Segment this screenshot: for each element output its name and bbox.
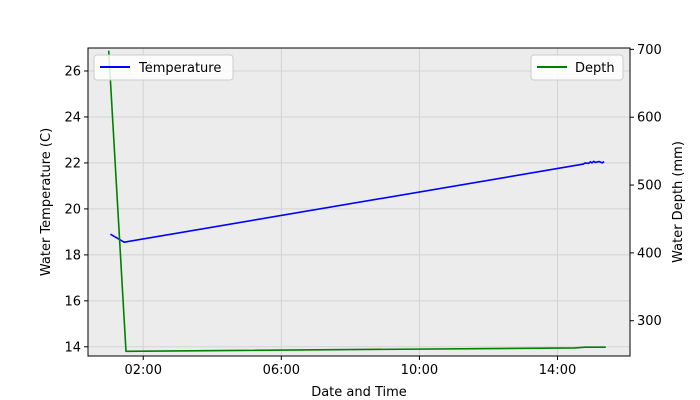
- y-left-tick-label-0: 14: [64, 340, 81, 355]
- legend-depth-box: [530, 54, 624, 81]
- series-layer: [107, 50, 606, 353]
- y-right-tick-label-3: 600: [637, 111, 662, 126]
- y-left-tick-label-4: 22: [64, 156, 81, 171]
- legend-depth-label: Depth: [575, 61, 615, 76]
- legend-temperature-box: [93, 54, 234, 81]
- legend-temperature-label: Temperature: [138, 61, 221, 76]
- y-right-tick-label-1: 400: [637, 246, 662, 261]
- y-axis-right-label: Water Depth (mm): [671, 141, 686, 263]
- y-left-tick-label-2: 18: [64, 248, 81, 263]
- y-right-tick-label-0: 300: [637, 314, 662, 329]
- x-tick-label-3: 14:00: [539, 363, 576, 378]
- y-right-tick-label-4: 700: [637, 43, 662, 58]
- y-left-tick-label-6: 26: [64, 64, 81, 79]
- y-axis-left: 14 16 18 20 22 24 26: [64, 64, 88, 355]
- plot-frame: [87, 47, 631, 357]
- x-axis-label: Date and Time: [311, 385, 407, 400]
- series-line-temperature: [109, 160, 605, 243]
- x-axis: 02:00 06:00 10:00 14:00: [125, 356, 576, 378]
- y-left-tick-label-1: 16: [64, 294, 81, 309]
- x-tick-label-1: 06:00: [263, 363, 300, 378]
- x-tick-label-2: 10:00: [401, 363, 438, 378]
- legend-temperature: Temperature: [93, 54, 234, 81]
- y-axis-left-label: Water Temperature (C): [39, 128, 54, 276]
- y-left-tick-label-3: 20: [64, 202, 81, 217]
- y-left-tick-label-5: 24: [64, 110, 81, 125]
- y-right-tick-label-2: 500: [637, 179, 662, 194]
- y-axis-right: 300 400 500 600 700: [630, 43, 662, 329]
- legend-depth: Depth: [530, 54, 624, 81]
- series-line-depth: [107, 50, 606, 353]
- x-tick-label-0: 02:00: [125, 363, 162, 378]
